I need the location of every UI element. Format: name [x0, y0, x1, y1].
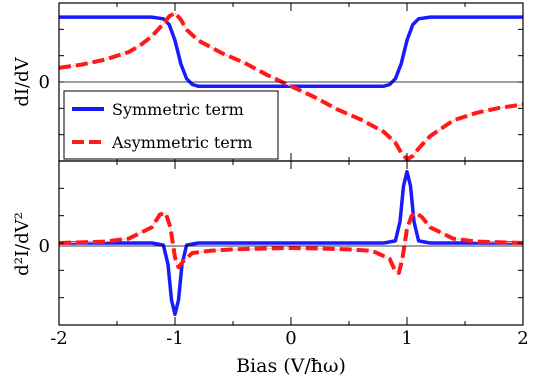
legend-asymmetric-label: Asymmetric term — [111, 133, 253, 152]
top-panel: 0 dI/dV Symmetric term Asymmetric term — [12, 2, 524, 162]
top-plot-curves — [58, 11, 524, 162]
top-asymmetric-series-line — [58, 11, 524, 162]
x-tick-label: 0 — [285, 328, 296, 349]
bottom-asymmetric-series-line — [58, 211, 524, 275]
x-axis-label: Bias (V/ħω) — [236, 355, 346, 377]
x-tick-label: -1 — [166, 328, 184, 349]
x-tick-label: 1 — [401, 328, 412, 349]
bottom-panel: 0 d²I/dV² -2 -1 0 1 2 Bias (V/ħω) — [12, 160, 529, 377]
x-tick-label: -2 — [50, 328, 68, 349]
top-tick-marks — [58, 3, 524, 161]
bottom-y-tick-label: 0 — [39, 236, 50, 257]
bottom-plot-curves — [58, 169, 524, 317]
x-tick-label: 2 — [517, 328, 528, 349]
bottom-symmetric-series-line — [59, 169, 523, 317]
legend-symmetric-label: Symmetric term — [112, 100, 244, 119]
bottom-y-axis-label: d²I/dV² — [12, 212, 33, 276]
legend: Symmetric term Asymmetric term — [63, 90, 279, 160]
top-y-tick-label: 0 — [39, 72, 50, 93]
top-y-axis-label: dI/dV — [12, 56, 33, 106]
x-tick-labels: -2 -1 0 1 2 — [50, 328, 529, 349]
bottom-tick-marks — [58, 161, 524, 325]
legend-box — [63, 90, 279, 160]
